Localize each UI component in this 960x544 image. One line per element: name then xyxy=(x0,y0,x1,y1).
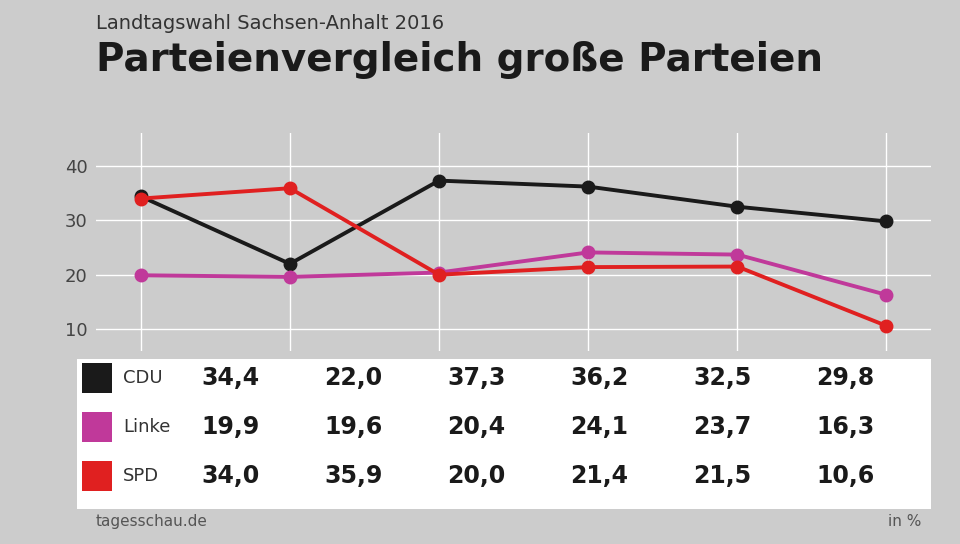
Text: 34,4: 34,4 xyxy=(202,366,260,390)
Text: 16,3: 16,3 xyxy=(816,415,875,439)
Text: Linke: Linke xyxy=(123,418,170,436)
Text: 21,5: 21,5 xyxy=(693,464,752,488)
Text: tagesschau.de: tagesschau.de xyxy=(96,514,208,529)
Text: 20,0: 20,0 xyxy=(447,464,506,488)
Text: Landtagswahl Sachsen-Anhalt 2016: Landtagswahl Sachsen-Anhalt 2016 xyxy=(96,14,444,33)
Text: 29,8: 29,8 xyxy=(816,366,875,390)
Text: 22,0: 22,0 xyxy=(324,366,383,390)
Text: CDU: CDU xyxy=(123,369,162,387)
Text: 20,4: 20,4 xyxy=(447,415,506,439)
Text: SPD: SPD xyxy=(123,467,159,485)
Text: 24,1: 24,1 xyxy=(570,415,628,439)
Text: 19,6: 19,6 xyxy=(324,415,383,439)
Text: in %: in % xyxy=(888,514,922,529)
Text: 21,4: 21,4 xyxy=(570,464,628,488)
Text: 23,7: 23,7 xyxy=(693,415,752,439)
Text: 37,3: 37,3 xyxy=(447,366,506,390)
Text: 19,9: 19,9 xyxy=(202,415,260,439)
Text: 36,2: 36,2 xyxy=(570,366,629,390)
Text: 32,5: 32,5 xyxy=(693,366,752,390)
Text: Parteienvergleich große Parteien: Parteienvergleich große Parteien xyxy=(96,41,823,79)
Text: 34,0: 34,0 xyxy=(202,464,260,488)
Text: 35,9: 35,9 xyxy=(324,464,383,488)
Text: 10,6: 10,6 xyxy=(816,464,875,488)
